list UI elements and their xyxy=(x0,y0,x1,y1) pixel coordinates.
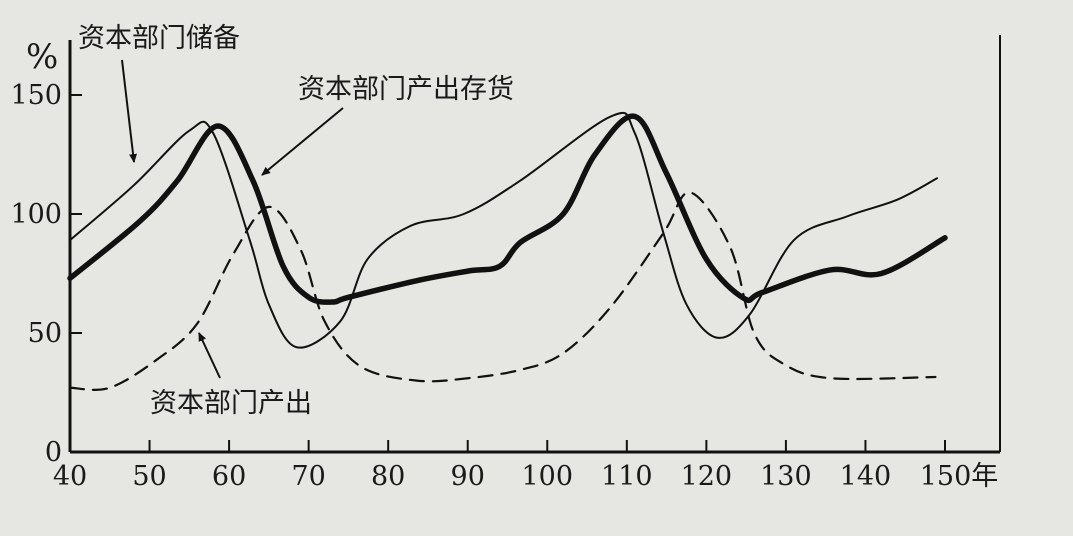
x-tick-label: 50 xyxy=(132,461,166,492)
y-unit-label: % xyxy=(26,37,58,77)
axes xyxy=(68,35,1001,454)
x-tick-label: 140 xyxy=(840,461,892,492)
x-tick-label: 60 xyxy=(212,461,246,492)
annotation-capital-output: 资本部门产出 xyxy=(150,388,312,419)
arrow-capital-output-inventory xyxy=(261,107,344,176)
x-tick-label: 80 xyxy=(371,461,405,492)
x-tick-label: 130 xyxy=(760,461,812,492)
y-tick-label: 150 xyxy=(10,80,62,111)
y-tick-label: 50 xyxy=(28,318,62,349)
series-line-1 xyxy=(67,113,948,305)
y-tick-label: 100 xyxy=(10,199,62,230)
x-tick-label: 120 xyxy=(681,461,733,492)
annotation-capital-output-inventory: 资本部门产出存货 xyxy=(298,74,514,105)
x-tick-label: 70 xyxy=(291,461,325,492)
x-tick-label: 40 xyxy=(53,461,87,492)
x-tick-label: 150年 xyxy=(920,461,999,492)
series-line-2 xyxy=(68,191,937,391)
series-lines xyxy=(67,111,948,391)
ticks: 40 50 60 70 80 90 100 110 120 130 140 150年 0 50 100 150 xyxy=(10,80,998,492)
arrow-capital-reserve xyxy=(121,59,138,163)
y-tick-label: 0 xyxy=(45,437,62,468)
annotation-capital-reserve: 资本部门储备 xyxy=(78,23,240,54)
x-tick-label: 110 xyxy=(601,461,653,492)
arrow-capital-output xyxy=(198,332,221,379)
x-tick-label: 100 xyxy=(521,461,573,492)
x-tick-label: 90 xyxy=(451,461,485,492)
